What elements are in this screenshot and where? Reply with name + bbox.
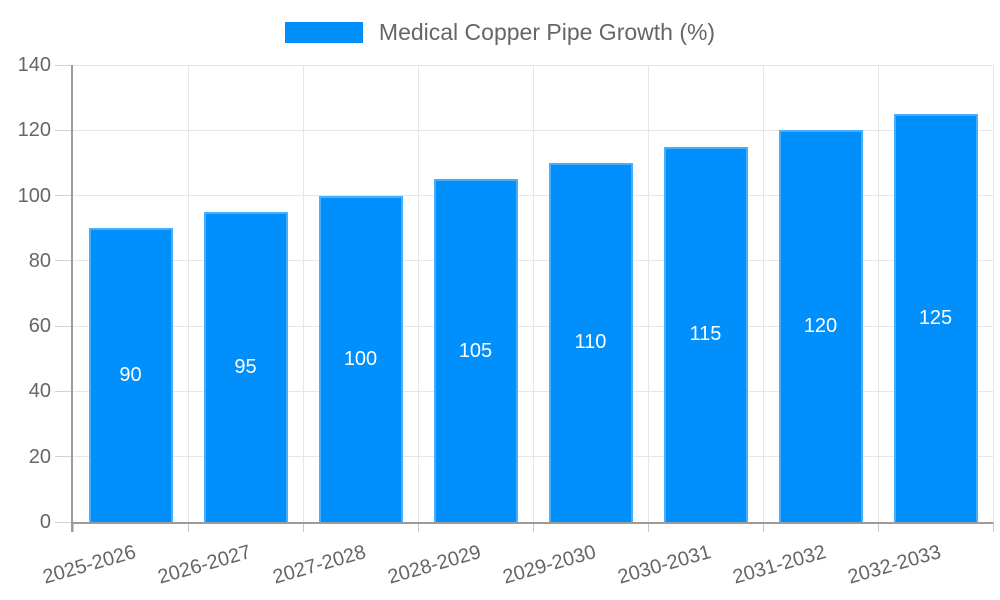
gridline-vertical	[647, 65, 649, 522]
bar	[778, 130, 863, 522]
gridline-vertical	[877, 65, 879, 522]
y-axis-tick-label: 40	[28, 380, 51, 403]
x-axis-tick-mark	[992, 522, 994, 532]
y-axis-tick-mark	[55, 521, 73, 523]
bar-value-label: 125	[918, 306, 953, 329]
y-axis-tick-label: 0	[39, 511, 51, 533]
x-axis-tick-mark	[72, 522, 74, 532]
x-axis-tick-mark	[647, 522, 649, 532]
bar	[548, 162, 633, 522]
bar	[893, 113, 978, 522]
y-axis-tick-mark	[55, 129, 73, 131]
gridline-vertical	[417, 65, 419, 522]
x-axis-tick-label: 2028-2029	[385, 541, 484, 589]
y-axis-line	[71, 65, 73, 532]
x-axis-tick-label: 2032-2033	[845, 541, 944, 589]
bar-value-label: 90	[119, 364, 142, 387]
y-axis-tick-label: 140	[17, 54, 51, 76]
x-axis-tick-mark	[762, 522, 764, 532]
legend-swatch	[284, 21, 363, 43]
chart-legend[interactable]: Medical Copper Pipe Growth (%)	[0, 18, 1000, 46]
gridline-vertical	[532, 65, 534, 522]
gridline-vertical	[187, 65, 189, 522]
x-axis-tick-label: 2030-2031	[615, 541, 714, 589]
y-axis-tick-mark	[55, 64, 73, 66]
bar	[318, 195, 403, 522]
bar	[663, 146, 748, 522]
x-axis-tick-label: 2031-2032	[730, 541, 829, 589]
gridline-vertical	[992, 65, 994, 522]
legend-label: Medical Copper Pipe Growth (%)	[378, 18, 716, 45]
bar-value-label: 115	[689, 323, 722, 346]
bar-value-label: 120	[803, 315, 838, 338]
x-axis-tick-mark	[877, 522, 879, 532]
y-axis-tick-label: 80	[28, 249, 51, 272]
y-axis-tick-label: 20	[28, 445, 51, 468]
x-axis-tick-label: 2029-2030	[500, 541, 599, 589]
y-axis-tick-mark	[55, 195, 73, 197]
bar-value-label: 100	[343, 347, 378, 370]
x-axis-tick-mark	[302, 522, 304, 532]
x-axis-tick-mark	[417, 522, 419, 532]
x-axis-tick-mark	[187, 522, 189, 532]
bar	[433, 179, 518, 522]
bar	[88, 228, 173, 522]
bar-value-label: 110	[574, 331, 607, 354]
x-axis-line	[73, 522, 993, 524]
y-axis-tick-mark	[55, 260, 73, 262]
gridline-vertical	[762, 65, 764, 522]
y-axis-tick-mark	[55, 456, 73, 458]
y-axis-tick-label: 60	[28, 315, 51, 338]
y-axis-tick-label: 120	[17, 119, 51, 142]
bar-value-label: 95	[234, 355, 257, 378]
y-axis-tick-mark	[55, 390, 73, 392]
x-axis-tick-label: 2027-2028	[270, 541, 369, 589]
bar	[203, 211, 288, 522]
x-axis-tick-label: 2026-2027	[155, 541, 254, 589]
y-axis-tick-mark	[55, 325, 73, 327]
x-axis-tick-label: 2025-2026	[40, 541, 139, 589]
y-axis-tick-label: 100	[17, 184, 51, 207]
bar-value-label: 105	[458, 339, 493, 362]
x-axis-tick-mark	[532, 522, 534, 532]
gridline-vertical	[302, 65, 304, 522]
